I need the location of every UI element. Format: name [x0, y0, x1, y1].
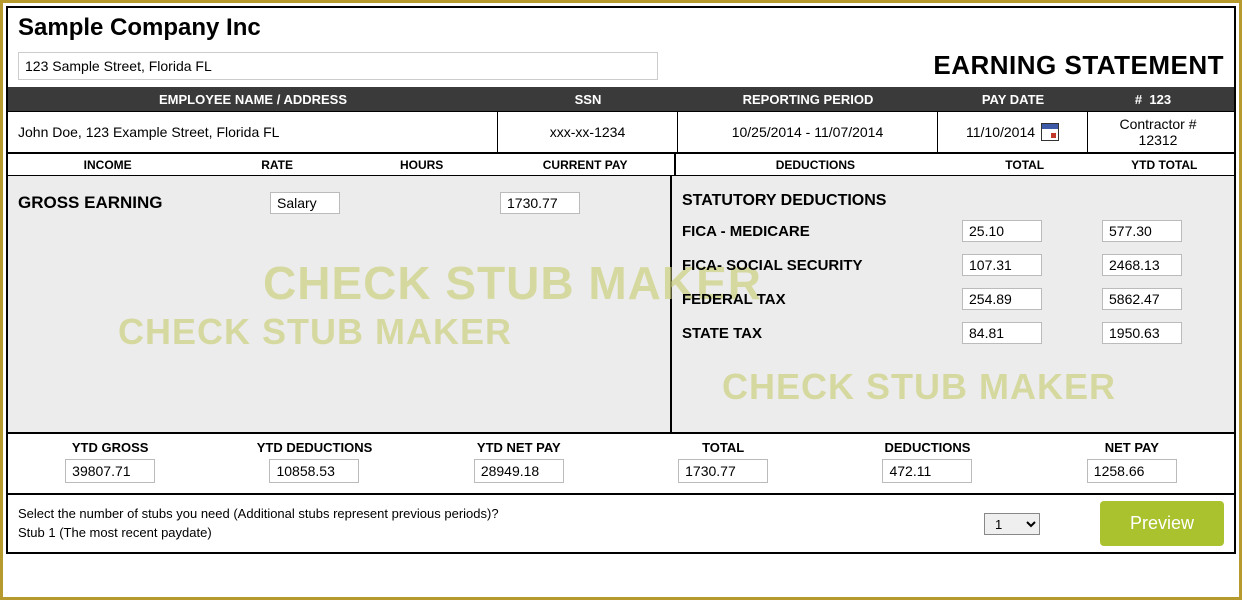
deduction-ytd-input[interactable] [1102, 322, 1182, 344]
income-panel: GROSS EARNING CHECK STUB MAKER CHECK STU… [8, 176, 672, 432]
deduction-ytd-input[interactable] [1102, 288, 1182, 310]
stub-count-select[interactable]: 1 [984, 513, 1040, 535]
deduction-ytd-input[interactable] [1102, 220, 1182, 242]
gross-earning-row: GROSS EARNING [18, 192, 660, 214]
watermark: CHECK STUB MAKER [118, 311, 512, 353]
ytd-net-input[interactable] [474, 459, 564, 483]
deduction-label: FICA - MEDICARE [682, 223, 962, 240]
footer-text: Select the number of stubs you need (Add… [18, 505, 924, 541]
stub-frame: Sample Company Inc EARNING STATEMENT EMP… [0, 0, 1242, 600]
deduction-label: FEDERAL TAX [682, 291, 962, 308]
header-row: EARNING STATEMENT [8, 46, 1234, 87]
stub-inner: Sample Company Inc EARNING STATEMENT EMP… [6, 6, 1236, 554]
subheader-current-pay: CURRENT PAY [496, 154, 675, 175]
header-period: REPORTING PERIOD [678, 92, 938, 107]
deduction-row: FEDERAL TAX [682, 288, 1242, 310]
subheader-hours: HOURS [347, 158, 497, 172]
company-header: Sample Company Inc [8, 8, 1234, 46]
summary-row: YTD GROSS YTD DEDUCTIONS YTD NET PAY TOT… [8, 434, 1234, 495]
summary-total: TOTAL [621, 440, 825, 483]
subheader-deductions: DEDUCTIONS [676, 158, 955, 172]
contractor-number-cell: Contractor # 12312 [1088, 112, 1228, 152]
deduction-label: STATE TAX [682, 325, 962, 342]
summary-ytd-net: YTD NET PAY [417, 440, 621, 483]
ytd-gross-input[interactable] [65, 459, 155, 483]
document-title: EARNING STATEMENT [933, 50, 1224, 81]
calendar-icon[interactable] [1041, 123, 1059, 141]
deduction-total-input[interactable] [962, 220, 1042, 242]
current-pay-input[interactable] [500, 192, 580, 214]
deduction-label: FICA- SOCIAL SECURITY [682, 257, 962, 274]
ytd-ded-input[interactable] [269, 459, 359, 483]
header-ssn: SSN [498, 92, 678, 107]
subheader-ytd: YTD TOTAL [1094, 158, 1234, 172]
header-employee: EMPLOYEE NAME / ADDRESS [8, 92, 498, 107]
summary-ytd-ded: YTD DEDUCTIONS [212, 440, 416, 483]
deduction-total-input[interactable] [962, 322, 1042, 344]
preview-button[interactable]: Preview [1100, 501, 1224, 546]
summary-net: NET PAY [1030, 440, 1234, 483]
summary-ytd-gross: YTD GROSS [8, 440, 212, 483]
watermark: CHECK STUB MAKER [722, 366, 1116, 408]
deduction-total-input[interactable] [962, 288, 1042, 310]
employee-ssn: xxx-xx-1234 [498, 112, 678, 152]
net-pay-input[interactable] [1087, 459, 1177, 483]
company-name: Sample Company Inc [18, 14, 1224, 42]
total-input[interactable] [678, 459, 768, 483]
column-header-bar: EMPLOYEE NAME / ADDRESS SSN REPORTING PE… [8, 87, 1234, 111]
deduction-row: STATE TAX [682, 322, 1242, 344]
header-number: # 123 [1088, 92, 1228, 107]
footer: Select the number of stubs you need (Add… [8, 495, 1234, 552]
deduction-total-input[interactable] [962, 254, 1042, 276]
employee-name-address: John Doe, 123 Example Street, Florida FL [8, 112, 498, 152]
summary-ded: DEDUCTIONS [825, 440, 1029, 483]
deduction-row: FICA - MEDICARE [682, 220, 1242, 242]
company-address-input[interactable] [18, 52, 658, 80]
subheader-total: TOTAL [955, 158, 1095, 172]
deductions-input[interactable] [882, 459, 972, 483]
subheader-income: INCOME [8, 158, 207, 172]
deductions-panel: STATUTORY DEDUCTIONS FICA - MEDICARE FIC… [672, 176, 1242, 432]
sub-header-row: INCOME RATE HOURS CURRENT PAY DEDUCTIONS… [8, 154, 1234, 176]
deduction-row: FICA- SOCIAL SECURITY [682, 254, 1242, 276]
pay-date-cell: 11/10/2014 [938, 112, 1088, 152]
subheader-rate: RATE [207, 158, 347, 172]
deduction-ytd-input[interactable] [1102, 254, 1182, 276]
header-paydate: PAY DATE [938, 92, 1088, 107]
employee-info-row: John Doe, 123 Example Street, Florida FL… [8, 111, 1234, 154]
main-body: GROSS EARNING CHECK STUB MAKER CHECK STU… [8, 176, 1234, 434]
reporting-period: 10/25/2014 - 11/07/2014 [678, 112, 938, 152]
rate-input[interactable] [270, 192, 340, 214]
gross-earning-label: GROSS EARNING [18, 193, 163, 212]
pay-date: 11/10/2014 [966, 124, 1035, 140]
deductions-title: STATUTORY DEDUCTIONS [682, 192, 1242, 210]
